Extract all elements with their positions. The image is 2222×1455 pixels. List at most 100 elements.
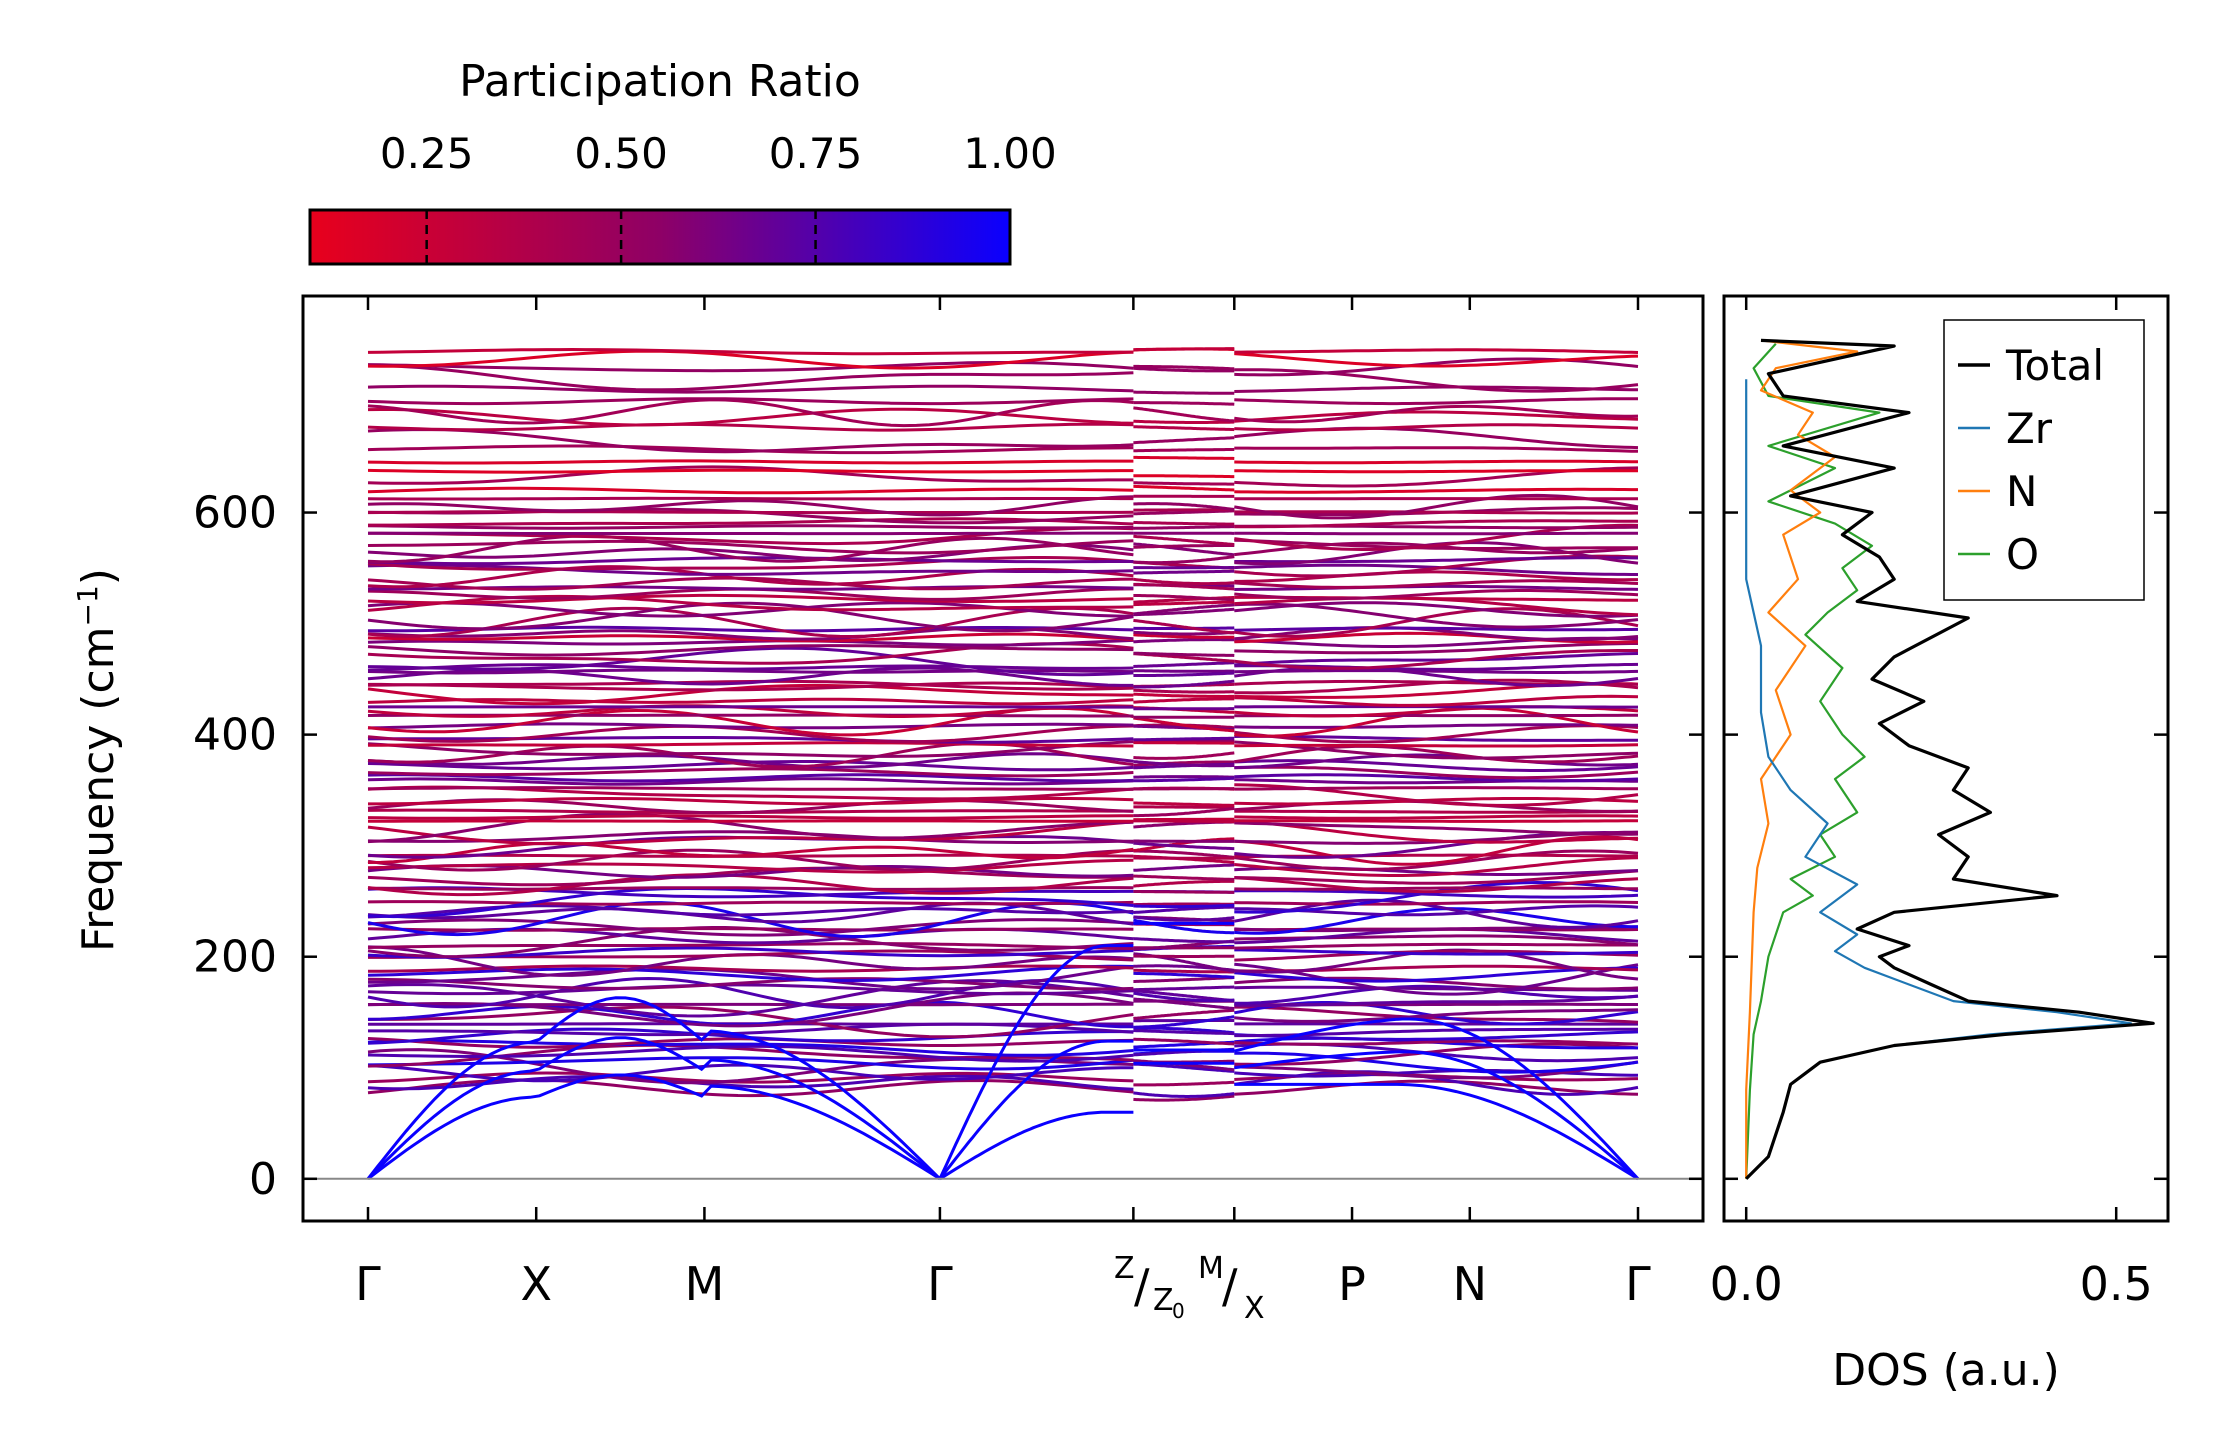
special-k-slash2: / [1222,1259,1238,1313]
band-line [367,510,1134,515]
band-line [1234,352,1639,368]
band-line [367,724,1134,744]
dos-x-tick-label: 0.5 [2080,1257,2153,1311]
band-line [1133,863,1235,872]
band-line [367,820,1134,846]
band-line [367,741,1134,748]
band-line [367,873,1134,897]
band-line [1133,905,1235,914]
band-line [1234,668,1639,674]
band-line [1234,765,1639,780]
dos-y-ticks [1724,511,2168,1181]
band-line [1133,347,1235,352]
band-line [1133,787,1235,791]
band-line [368,681,1134,692]
legend-items: Total Zr NO [1958,341,2104,579]
band-line [1234,531,1638,536]
band-line [367,722,1134,730]
band-line [1234,589,1639,601]
band-line [1133,669,1235,673]
colorbar-tick-label: 0.75 [769,129,863,178]
band-line [1133,544,1235,549]
dos-x-tick-label: 0.0 [1710,1257,1783,1311]
band-line [1234,385,1639,393]
band-line [1133,569,1235,575]
band-x-tick-label: Γ [927,1257,953,1311]
band-line [367,886,1134,919]
band-line [1234,510,1639,515]
dos-x-ticks: 0.0 0.5 [1710,296,2153,1311]
band-line [1133,801,1235,807]
band-line [1133,968,1235,974]
dos-panel: 0.0 0.5 DOS (a.u.) Total Zr NO [1710,294,2170,1396]
band-line [1234,889,1639,899]
band-line [1133,819,1235,824]
band-line [367,1044,1134,1063]
band-line [1234,642,1638,655]
special-k-slash1: / [1134,1259,1150,1313]
band-line [1133,390,1235,395]
band-line [1234,1050,1639,1180]
band-line [1234,876,1639,894]
band-line [367,1074,1134,1091]
dos-line-total [1745,338,2155,1180]
band-line [938,944,1134,1180]
band-line [367,942,1134,950]
colorbar-tick-label: 0.50 [574,129,668,178]
band-line [367,858,1134,874]
band-line [367,539,1134,555]
band-line [1133,577,1235,586]
band-line [367,606,1134,639]
band-line [1234,907,1638,935]
band-line [367,496,1134,501]
band-line [1133,633,1235,639]
band-line [1234,819,1638,823]
band-line [1133,425,1235,432]
special-k-label: Z / Z 0 M / X [1114,1251,1265,1326]
band-line [367,927,1134,932]
band-line [367,740,1134,758]
band-line [367,563,1134,576]
band-line [1234,348,1639,354]
band-line [1133,849,1235,859]
band-y-axis-label: Frequency (cm−1) [71,568,124,952]
band-line [367,1078,1134,1098]
band-line [368,517,1134,527]
band-line [1234,459,1638,465]
band-line [367,632,1134,643]
band-line [1133,890,1235,894]
band-line [1234,773,1639,783]
band-line [1133,736,1235,742]
colorbar-gradient [308,208,1012,266]
band-line [939,1110,1134,1181]
band-line [1234,1068,1639,1078]
band-line [1133,976,1235,983]
dos-axes-frame [1722,294,2170,1223]
band-line [367,786,1134,791]
band-line [366,996,941,1180]
band-line [1133,525,1235,530]
special-k-z: Z [1114,1251,1135,1286]
band-line [1234,984,1639,1005]
band-line [367,556,1134,571]
band-line [1234,866,1639,876]
band-line [1234,584,1639,591]
band-line [367,524,1134,530]
band-line [1133,661,1235,668]
legend-label: Zr [2006,404,2053,453]
band-line [1234,368,1639,393]
special-k-m: M [1198,1251,1224,1286]
dos-line-n [1745,339,1859,1179]
band-line [1133,751,1235,760]
band-line [367,644,1134,657]
band-line [366,1036,941,1180]
band-line [1133,1094,1235,1102]
band-line [1234,797,1639,806]
band-line [1133,837,1235,853]
band-line [1234,1082,1639,1181]
band-y-tick-label: 200 [193,932,277,983]
dos-x-axis-label: DOS (a.u.) [1832,1345,2060,1396]
band-line [1234,994,1639,1007]
